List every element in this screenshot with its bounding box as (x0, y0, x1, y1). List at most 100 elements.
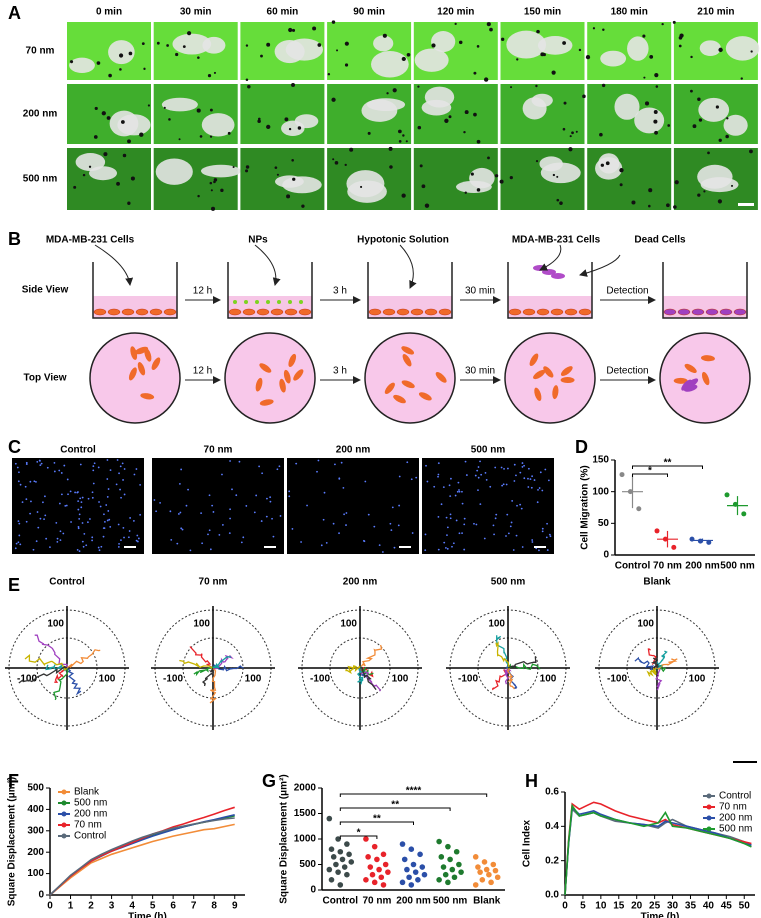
legend-label: Control (719, 791, 751, 802)
nucleus (342, 486, 345, 489)
data-point (365, 854, 371, 860)
nucleus (228, 532, 231, 534)
nucleus (36, 511, 39, 513)
nucleus (53, 470, 56, 473)
x-tick-label: 40 (703, 901, 715, 912)
nucleus (98, 501, 100, 503)
particle (331, 97, 336, 102)
data-point (415, 877, 421, 883)
particle (211, 206, 216, 211)
nucleus (25, 520, 28, 523)
cell (298, 308, 312, 316)
cell (543, 366, 554, 378)
nucleus (424, 533, 427, 536)
significance-label: ** (391, 800, 399, 811)
particle (332, 158, 335, 161)
particle (247, 84, 251, 89)
row-label: 500 nm (23, 174, 58, 185)
nucleus (463, 548, 466, 551)
nucleus (501, 484, 504, 487)
nucleus (345, 524, 347, 526)
particle (317, 43, 322, 47)
particle (108, 73, 112, 78)
particle (653, 110, 658, 114)
tick-label: 100 (245, 674, 262, 685)
cell (347, 180, 387, 203)
nucleus (437, 475, 439, 478)
data-point (378, 874, 385, 881)
nucleus (458, 489, 460, 491)
particle (648, 188, 653, 193)
nucleus (122, 479, 124, 481)
nucleus (530, 486, 533, 489)
particle (344, 41, 349, 46)
column-header: 150 min (524, 7, 561, 18)
nucleus (397, 524, 400, 527)
nucleus (295, 462, 298, 465)
particle (717, 199, 723, 204)
scale-bar (738, 203, 754, 206)
nucleus (136, 534, 139, 537)
particle (299, 300, 303, 304)
track (212, 654, 234, 670)
data-point (339, 856, 346, 863)
particle (703, 190, 706, 193)
particle (93, 135, 98, 139)
nucleus (77, 525, 80, 528)
particle (209, 108, 213, 112)
nucleus (479, 503, 482, 506)
nucleus (229, 517, 231, 520)
y-tick-label: 400 (27, 804, 44, 815)
particle (679, 33, 684, 38)
image-title: Control (60, 445, 96, 456)
significance-bracket (632, 473, 668, 477)
step-label: 12 h (193, 286, 212, 297)
nucleus (108, 518, 111, 521)
series-line (49, 823, 235, 896)
data-point (406, 874, 412, 881)
x-tick-label: 500 nm (433, 896, 468, 907)
cell (294, 114, 319, 129)
nucleus (515, 474, 517, 477)
nucleus (120, 496, 122, 499)
nucleus (363, 540, 366, 543)
nucleus (505, 535, 507, 537)
cell (677, 308, 691, 316)
cell (424, 308, 438, 316)
nucleus (118, 543, 120, 545)
cell (279, 378, 286, 393)
nucleus (180, 527, 183, 530)
panel-label: D (575, 437, 588, 457)
data-point (328, 846, 335, 852)
cell (293, 369, 304, 381)
data-point (335, 869, 341, 875)
nucleus (541, 489, 544, 492)
particle (535, 160, 539, 163)
nucleus (325, 541, 328, 544)
particle (397, 129, 402, 134)
nucleus (81, 522, 84, 524)
nucleus (16, 466, 19, 469)
data-point (636, 506, 642, 512)
cell (522, 308, 536, 316)
nucleus (159, 501, 161, 504)
data-point (369, 871, 376, 878)
nucleus (105, 504, 108, 506)
x-tick-label: 9 (232, 901, 238, 912)
y-tick-label: 200 (27, 847, 44, 858)
particle (401, 193, 406, 198)
track (359, 666, 377, 691)
nucleus (78, 518, 81, 520)
cell (508, 308, 522, 316)
nucleus (538, 549, 540, 552)
row-label: 200 nm (23, 109, 58, 120)
cell (382, 308, 396, 316)
nucleus (103, 527, 106, 530)
nucleus (177, 513, 180, 515)
nucleus (81, 496, 84, 499)
legend-marker (706, 804, 712, 810)
scale-bar (264, 546, 276, 548)
particle (476, 139, 481, 144)
particle (245, 78, 249, 82)
data-point (449, 866, 456, 873)
